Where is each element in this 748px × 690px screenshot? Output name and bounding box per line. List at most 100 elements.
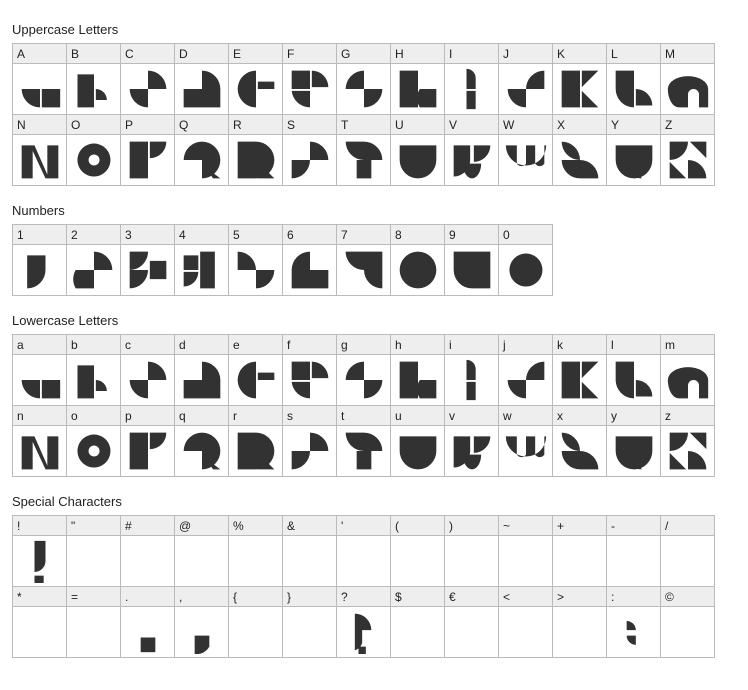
glyph-label: k bbox=[553, 335, 606, 355]
glyph-shape bbox=[283, 355, 336, 405]
glyph-label: B bbox=[67, 44, 120, 64]
glyph-shape bbox=[553, 135, 606, 185]
glyph-label: G bbox=[337, 44, 390, 64]
glyph-shape bbox=[391, 536, 444, 586]
glyph-label: J bbox=[499, 44, 552, 64]
glyph-cell: : bbox=[606, 586, 661, 658]
glyph-cell: j bbox=[498, 334, 553, 406]
glyph-label: * bbox=[13, 587, 66, 607]
glyph-label: , bbox=[175, 587, 228, 607]
glyph-label: j bbox=[499, 335, 552, 355]
glyph-label: f bbox=[283, 335, 336, 355]
glyph-label: ? bbox=[337, 587, 390, 607]
glyph-shape bbox=[175, 607, 228, 657]
glyph-row: *=.,{}?$€<>:© bbox=[12, 586, 736, 657]
glyph-shape bbox=[607, 135, 660, 185]
glyph-label: n bbox=[13, 406, 66, 426]
glyph-cell: 6 bbox=[282, 224, 337, 296]
section-title: Special Characters bbox=[12, 494, 736, 509]
glyph-label: ~ bbox=[499, 516, 552, 536]
glyph-cell: © bbox=[660, 586, 715, 658]
glyph-shape bbox=[229, 355, 282, 405]
glyph-cell: l bbox=[606, 334, 661, 406]
glyph-shape bbox=[391, 135, 444, 185]
glyph-shape bbox=[661, 426, 714, 476]
glyph-cell: W bbox=[498, 114, 553, 186]
glyph-cell: 2 bbox=[66, 224, 121, 296]
glyph-shape bbox=[553, 607, 606, 657]
glyph-shape bbox=[391, 426, 444, 476]
glyph-chart: Uppercase LettersABCDEFGHIJKLMNOPQRSTUVW… bbox=[12, 22, 736, 665]
glyph-shape bbox=[445, 355, 498, 405]
glyph-shape bbox=[445, 426, 498, 476]
glyph-cell: O bbox=[66, 114, 121, 186]
glyph-cell: d bbox=[174, 334, 229, 406]
glyph-cell: 8 bbox=[390, 224, 445, 296]
glyph-cell: ) bbox=[444, 515, 499, 587]
glyph-label: E bbox=[229, 44, 282, 64]
glyph-shape bbox=[661, 536, 714, 586]
glyph-label: { bbox=[229, 587, 282, 607]
glyph-cell: $ bbox=[390, 586, 445, 658]
glyph-shape bbox=[13, 135, 66, 185]
glyph-label: . bbox=[121, 587, 174, 607]
glyph-cell: 1 bbox=[12, 224, 67, 296]
glyph-cell: } bbox=[282, 586, 337, 658]
glyph-label: l bbox=[607, 335, 660, 355]
glyph-cell: - bbox=[606, 515, 661, 587]
glyph-shape bbox=[13, 426, 66, 476]
glyph-shape bbox=[661, 135, 714, 185]
glyph-shape bbox=[607, 536, 660, 586]
glyph-row: ABCDEFGHIJKLM bbox=[12, 43, 736, 114]
glyph-shape bbox=[607, 355, 660, 405]
glyph-cell: w bbox=[498, 405, 553, 477]
glyph-cell: x bbox=[552, 405, 607, 477]
glyph-shape bbox=[175, 245, 228, 295]
glyph-cell: 9 bbox=[444, 224, 499, 296]
glyph-cell: @ bbox=[174, 515, 229, 587]
glyph-cell: G bbox=[336, 43, 391, 115]
glyph-cell: P bbox=[120, 114, 175, 186]
glyph-cell: s bbox=[282, 405, 337, 477]
glyph-label: = bbox=[67, 587, 120, 607]
glyph-cell: L bbox=[606, 43, 661, 115]
glyph-label: u bbox=[391, 406, 444, 426]
glyph-row: NOPQRSTUVWXYZ bbox=[12, 114, 736, 185]
glyph-shape bbox=[175, 64, 228, 114]
glyph-cell: Z bbox=[660, 114, 715, 186]
glyph-cell: Q bbox=[174, 114, 229, 186]
glyph-shape bbox=[499, 536, 552, 586]
glyph-shape bbox=[445, 607, 498, 657]
glyph-label: 9 bbox=[445, 225, 498, 245]
glyph-cell: 7 bbox=[336, 224, 391, 296]
glyph-label: > bbox=[553, 587, 606, 607]
glyph-cell: > bbox=[552, 586, 607, 658]
glyph-shape bbox=[67, 245, 120, 295]
glyph-label: & bbox=[283, 516, 336, 536]
glyph-cell: ' bbox=[336, 515, 391, 587]
glyph-cell: = bbox=[66, 586, 121, 658]
glyph-cell: C bbox=[120, 43, 175, 115]
glyph-label: # bbox=[121, 516, 174, 536]
glyph-shape bbox=[175, 135, 228, 185]
glyph-cell: z bbox=[660, 405, 715, 477]
glyph-cell: m bbox=[660, 334, 715, 406]
glyph-label: s bbox=[283, 406, 336, 426]
glyph-shape bbox=[337, 135, 390, 185]
glyph-shape bbox=[229, 135, 282, 185]
glyph-row: nopqrstuvwxyz bbox=[12, 405, 736, 476]
glyph-cell: u bbox=[390, 405, 445, 477]
glyph-cell: F bbox=[282, 43, 337, 115]
glyph-label: Z bbox=[661, 115, 714, 135]
glyph-cell: T bbox=[336, 114, 391, 186]
glyph-cell: J bbox=[498, 43, 553, 115]
glyph-cell: * bbox=[12, 586, 67, 658]
glyph-shape bbox=[607, 64, 660, 114]
glyph-cell: f bbox=[282, 334, 337, 406]
glyph-shape bbox=[121, 135, 174, 185]
glyph-label: L bbox=[607, 44, 660, 64]
glyph-cell: r bbox=[228, 405, 283, 477]
glyph-label: V bbox=[445, 115, 498, 135]
glyph-shape bbox=[445, 536, 498, 586]
glyph-label: C bbox=[121, 44, 174, 64]
